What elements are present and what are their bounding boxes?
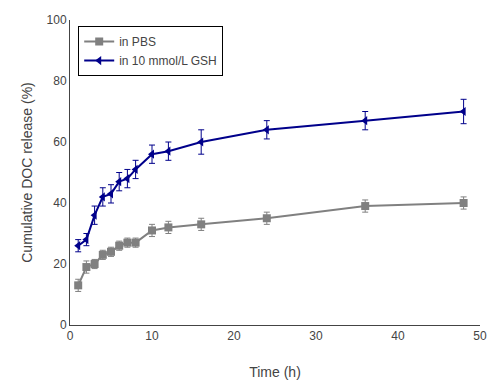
svg-text:60: 60: [53, 135, 67, 149]
svg-text:in 10 mmol/L GSH: in 10 mmol/L GSH: [119, 54, 217, 68]
svg-text:0: 0: [67, 329, 74, 343]
svg-text:10: 10: [145, 329, 159, 343]
svg-text:0: 0: [60, 318, 67, 332]
svg-text:20: 20: [227, 329, 241, 343]
svg-text:50: 50: [473, 329, 487, 343]
svg-text:20: 20: [53, 257, 67, 271]
svg-text:30: 30: [309, 329, 323, 343]
svg-text:40: 40: [53, 196, 67, 210]
svg-text:80: 80: [53, 74, 67, 88]
svg-text:Time (h): Time (h): [249, 364, 301, 380]
svg-text:Cumulative DOC release (%): Cumulative DOC release (%): [19, 82, 35, 263]
svg-text:100: 100: [47, 13, 67, 27]
svg-text:in PBS: in PBS: [119, 35, 156, 49]
svg-text:40: 40: [391, 329, 405, 343]
